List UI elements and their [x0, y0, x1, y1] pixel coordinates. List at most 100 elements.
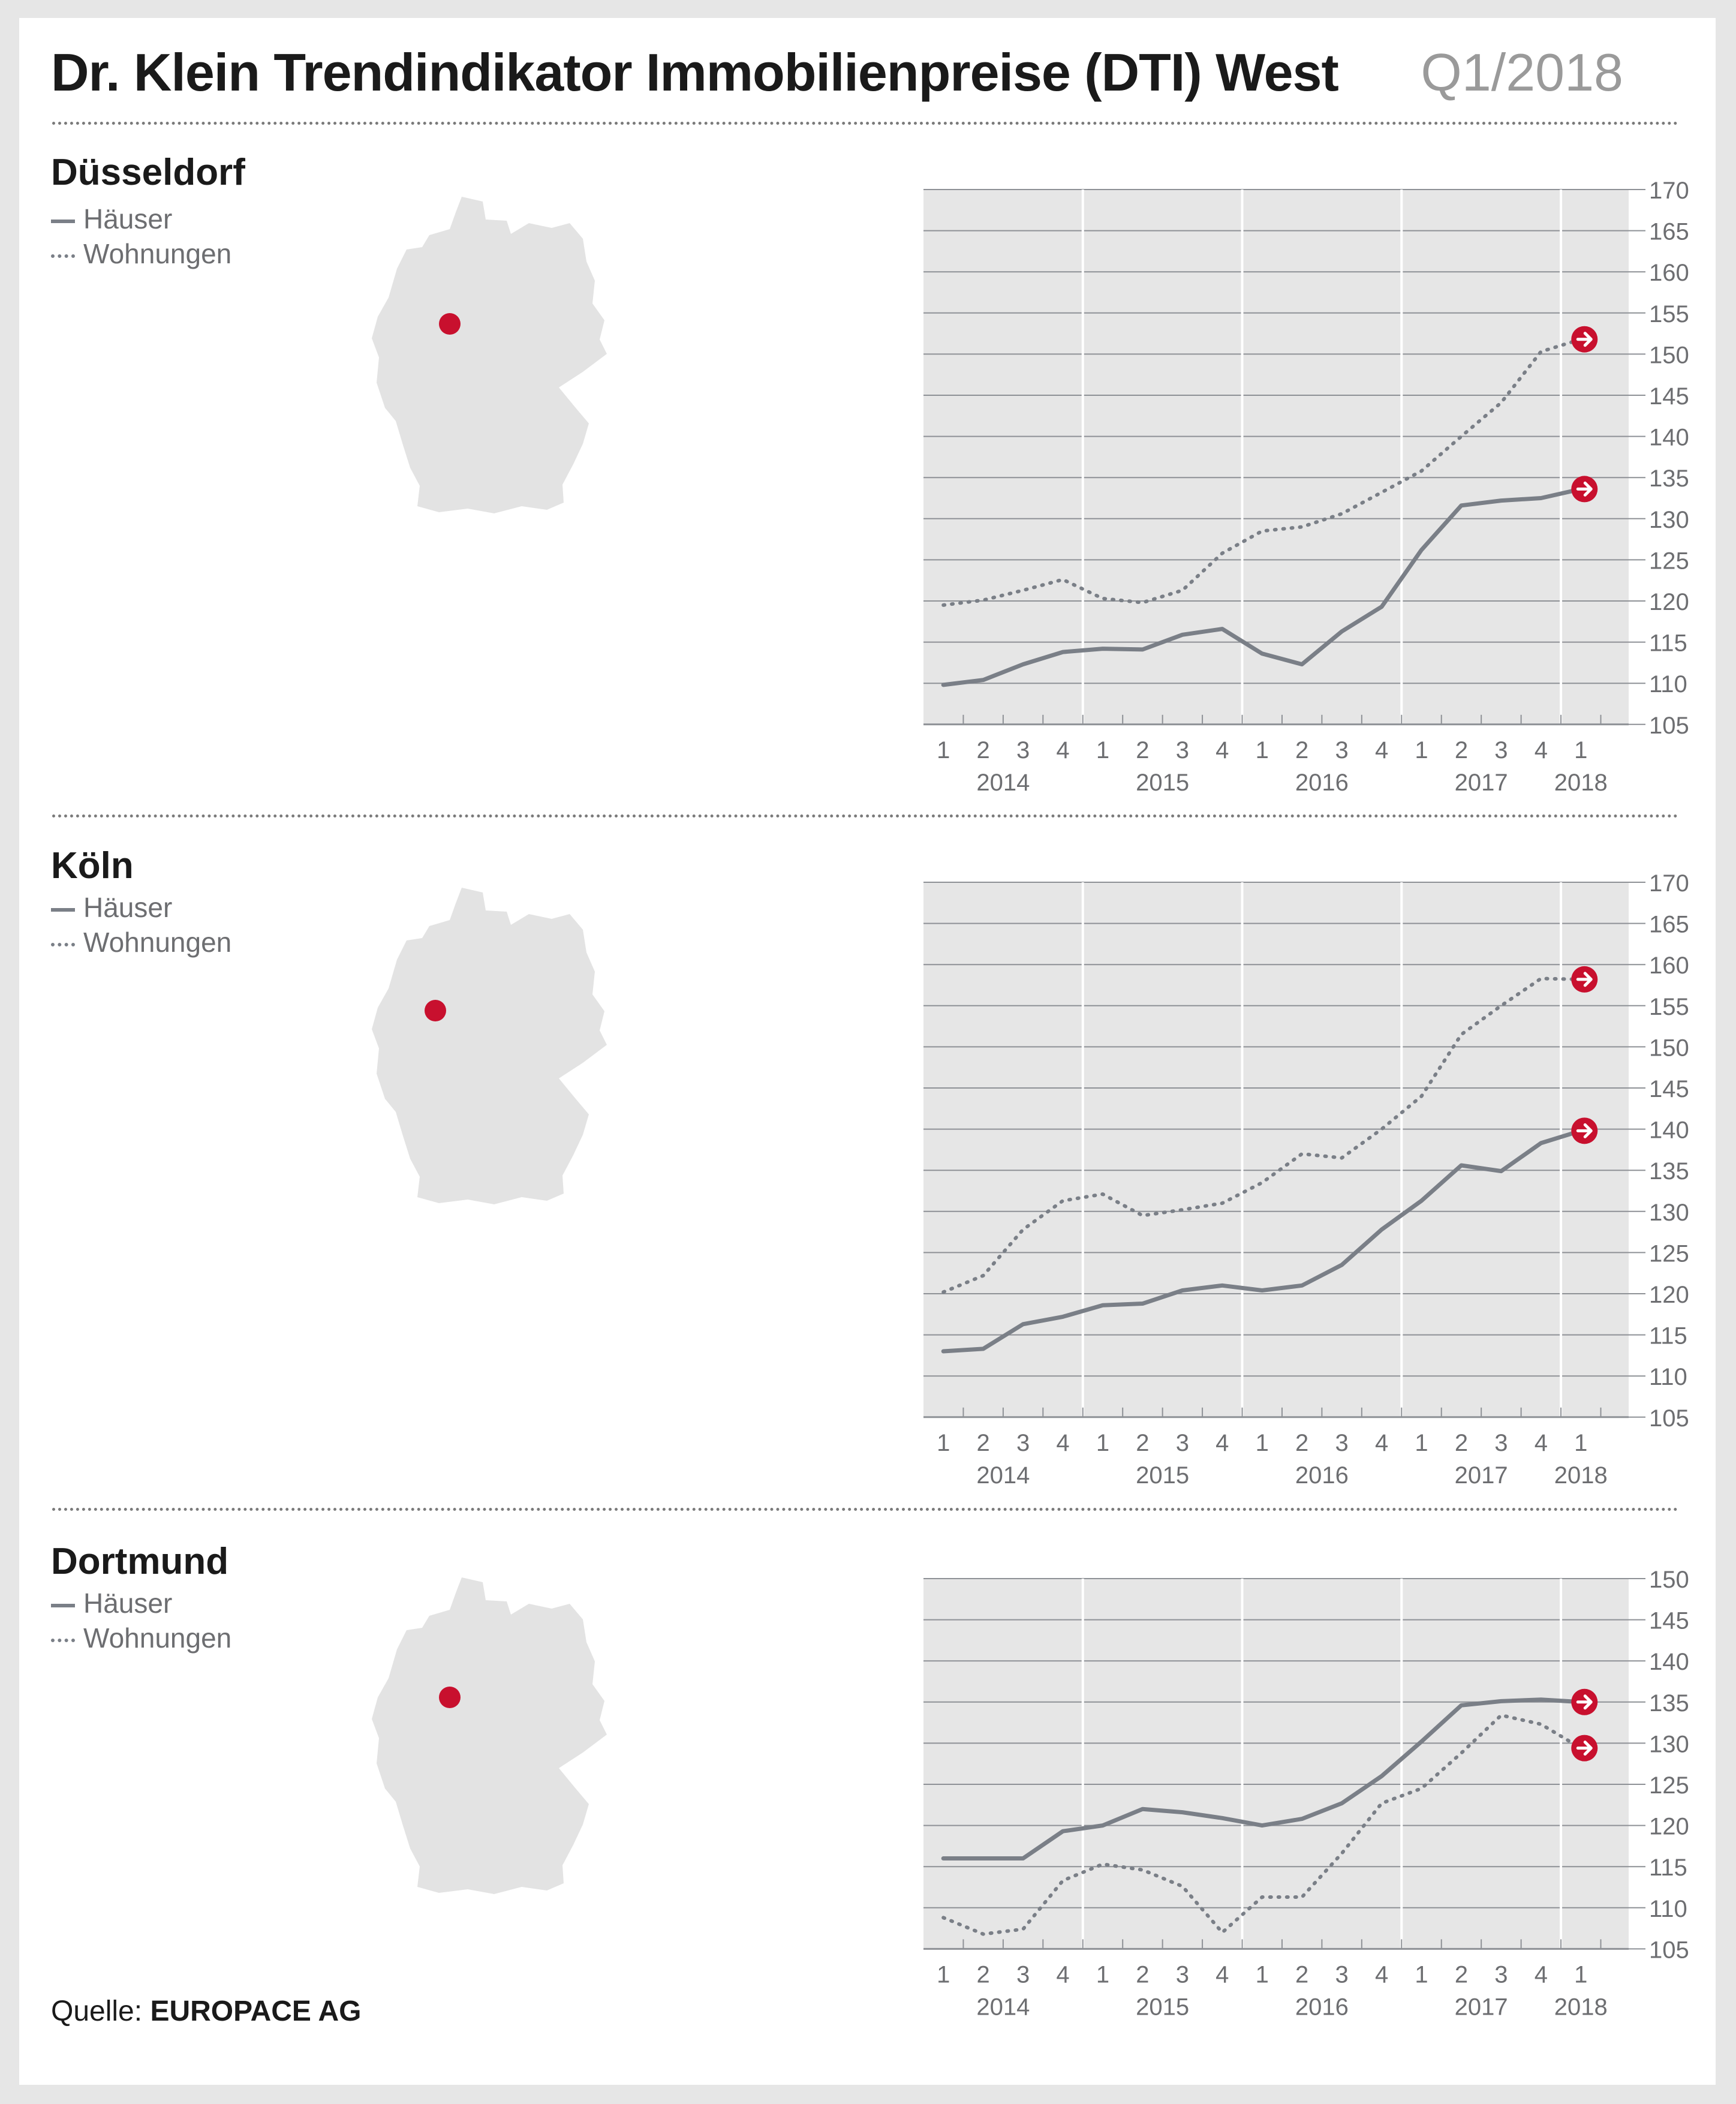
x-tick-label: 1	[1096, 737, 1109, 764]
x-year-label: 2017	[1455, 1462, 1508, 1489]
arrow-right-circle-icon	[1571, 1688, 1598, 1715]
legend-label-apartments: Wohnungen	[83, 927, 232, 958]
series-line-apartments	[941, 976, 1583, 1294]
series-line-houses	[941, 486, 1583, 687]
legend-koeln: Häuser Wohnungen	[51, 890, 231, 960]
x-tick-label: 1	[1096, 1430, 1109, 1456]
y-tick-label: 140	[1649, 1649, 1689, 1675]
series-line-houses	[941, 1697, 1583, 1860]
y-tick-label: 105	[1649, 713, 1689, 739]
x-year-label: 2017	[1455, 1994, 1508, 2020]
arrow-right-circle-icon	[1571, 1735, 1598, 1762]
x-year-label: 2017	[1455, 770, 1508, 796]
city-title-duesseldorf: Düsseldorf	[51, 152, 245, 193]
separator	[52, 1508, 1678, 1511]
x-tick-label: 3	[1016, 1430, 1030, 1456]
x-tick-label: 4	[1215, 1961, 1229, 1988]
series-line-houses	[941, 1128, 1583, 1354]
x-tick-label: 4	[1056, 1430, 1069, 1456]
x-tick-label: 3	[1335, 737, 1349, 764]
x-tick-label: 2	[977, 1430, 990, 1456]
x-tick-label: 3	[1494, 1430, 1508, 1456]
legend-item-houses: Häuser	[51, 202, 231, 236]
y-tick-label: 115	[1649, 1854, 1687, 1881]
germany-map-icon	[372, 1577, 607, 1894]
chart-duesseldorf: 105 110 115 120 125 130 135 140 145 150 155 160 165 1…	[923, 178, 1689, 796]
legend-item-apartments: Wohnungen	[51, 1621, 231, 1655]
x-tick-label: 1	[1256, 737, 1269, 764]
legend-item-apartments: Wohnungen	[51, 925, 231, 960]
x-tick-label: 1	[1574, 1961, 1587, 1988]
y-tick-label: 150	[1649, 342, 1689, 368]
y-tick-label: 120	[1649, 1814, 1689, 1840]
x-tick-label: 3	[1494, 1961, 1508, 1988]
y-tick-label: 125	[1649, 1240, 1689, 1267]
x-year-label: 2016	[1295, 770, 1349, 796]
x-tick-label: 3	[1494, 737, 1508, 764]
separator	[52, 122, 1678, 125]
x-tick-label: 1	[1574, 737, 1587, 764]
x-tick-label: 1	[937, 1430, 950, 1456]
y-tick-label: 135	[1649, 1158, 1689, 1185]
x-tick-label: 4	[1215, 737, 1229, 764]
page-title: Dr. Klein Trendindikator Immobilienpreis…	[51, 43, 1339, 102]
x-tick-label: 2	[977, 1961, 990, 1988]
x-year-label: 2016	[1295, 1994, 1349, 2020]
y-tick-label: 140	[1649, 1117, 1689, 1144]
y-tick-label: 165	[1649, 219, 1689, 245]
legend-label-houses: Häuser	[83, 203, 173, 235]
source-note: Quelle: EUROPACE AG	[51, 1995, 361, 2028]
y-tick-label: 160	[1649, 952, 1689, 979]
x-tick-label: 3	[1016, 737, 1030, 764]
x-tick-label: 1	[937, 737, 950, 764]
x-tick-label: 2	[1455, 1961, 1468, 1988]
x-tick-label: 4	[1375, 1430, 1388, 1456]
y-tick-label: 130	[1649, 1200, 1689, 1226]
x-tick-label: 3	[1176, 1430, 1189, 1456]
x-tick-label: 1	[1574, 1430, 1587, 1456]
x-year-label: 2018	[1554, 1462, 1608, 1489]
x-tick-label: 1	[1256, 1961, 1269, 1988]
x-tick-label: 3	[1016, 1961, 1030, 1988]
germany-map-icon	[372, 888, 607, 1204]
city-title-dortmund: Dortmund	[51, 1541, 229, 1582]
x-tick-label: 2	[1295, 1961, 1308, 1988]
solid-line-swatch-icon	[51, 1603, 75, 1607]
y-tick-label: 135	[1649, 465, 1689, 492]
y-tick-label: 105	[1649, 1937, 1689, 1963]
legend-item-apartments: Wohnungen	[51, 236, 231, 271]
legend-item-houses: Häuser	[51, 890, 231, 925]
period-label: Q1/2018	[1421, 43, 1623, 102]
x-year-label: 2015	[1136, 770, 1189, 796]
x-tick-label: 1	[1415, 1430, 1428, 1456]
y-tick-label: 150	[1649, 1567, 1689, 1593]
y-tick-label: 145	[1649, 383, 1689, 410]
x-tick-label: 3	[1176, 737, 1189, 764]
x-tick-label: 4	[1056, 737, 1069, 764]
y-tick-label: 125	[1649, 548, 1689, 574]
plot-area	[923, 190, 1629, 725]
solid-line-swatch-icon	[51, 219, 75, 223]
y-tick-label: 155	[1649, 301, 1689, 327]
y-tick-label: 110	[1649, 671, 1687, 698]
dotted-line-swatch-icon	[51, 942, 75, 946]
arrow-right-circle-icon	[1571, 326, 1598, 353]
city-title-koeln: Köln	[51, 845, 134, 886]
y-tick-label: 170	[1649, 870, 1689, 897]
arrow-right-circle-icon	[1571, 1117, 1598, 1144]
arrow-right-circle-icon	[1571, 966, 1598, 993]
arrow-right-circle-icon	[1571, 476, 1598, 503]
legend-label-houses: Häuser	[83, 1588, 173, 1619]
x-tick-label: 1	[1256, 1430, 1269, 1456]
x-tick-label: 2	[1136, 1430, 1149, 1456]
y-tick-label: 145	[1649, 1608, 1689, 1634]
x-tick-label: 2	[1455, 737, 1468, 764]
legend-label-apartments: Wohnungen	[83, 1622, 232, 1654]
x-year-label: 2018	[1554, 1994, 1608, 2020]
y-tick-label: 115	[1649, 1323, 1687, 1349]
x-tick-label: 4	[1056, 1961, 1069, 1988]
series-line-apartments	[941, 337, 1583, 607]
x-tick-label: 4	[1375, 737, 1388, 764]
solid-line-swatch-icon	[51, 907, 75, 912]
y-tick-label: 110	[1649, 1896, 1687, 1922]
